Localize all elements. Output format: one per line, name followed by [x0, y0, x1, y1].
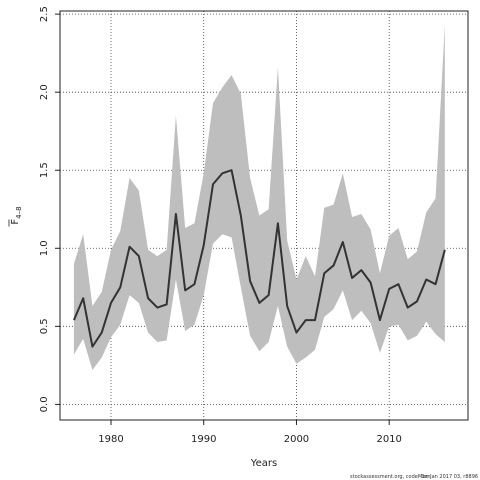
x-tick-label: 2000 [284, 434, 309, 445]
y-axis-label-subscript: 4–8 [15, 206, 23, 218]
svg-text:F4–8: F4–8 [10, 206, 23, 224]
y-axis-label-main: F [10, 219, 21, 225]
y-tick-label: 2.5 [39, 6, 50, 22]
y-axis-ticks: 0.0 0.5 1.0 1.5 2.0 2.5 [39, 6, 60, 412]
confidence-band [73, 25, 445, 371]
x-tick-label: 1980 [98, 434, 123, 445]
confidence-band-layer [73, 25, 445, 371]
y-tick-label: 2.0 [39, 84, 50, 100]
y-tick-label: 0.5 [39, 318, 50, 334]
x-axis-ticks: 1980 1990 2000 2010 [98, 420, 402, 445]
x-tick-label: 1990 [191, 434, 216, 445]
estimate-line-layer [72, 169, 446, 348]
x-axis-label: Years [250, 458, 277, 469]
plot-frame [59, 10, 469, 421]
estimate-line [72, 169, 446, 348]
y-tick-label: 1.5 [39, 162, 50, 178]
y-tick-label: 1.0 [39, 240, 50, 256]
y-tick-label: 0.0 [39, 396, 50, 412]
x-tick-label: 2010 [376, 434, 401, 445]
footer-build-text: Mon Jan 2017 03, r8896 [418, 474, 478, 480]
footer-source-text: stockassessment.org, code: 3en [350, 474, 431, 480]
y-axis-label: F4–8 [8, 206, 23, 227]
